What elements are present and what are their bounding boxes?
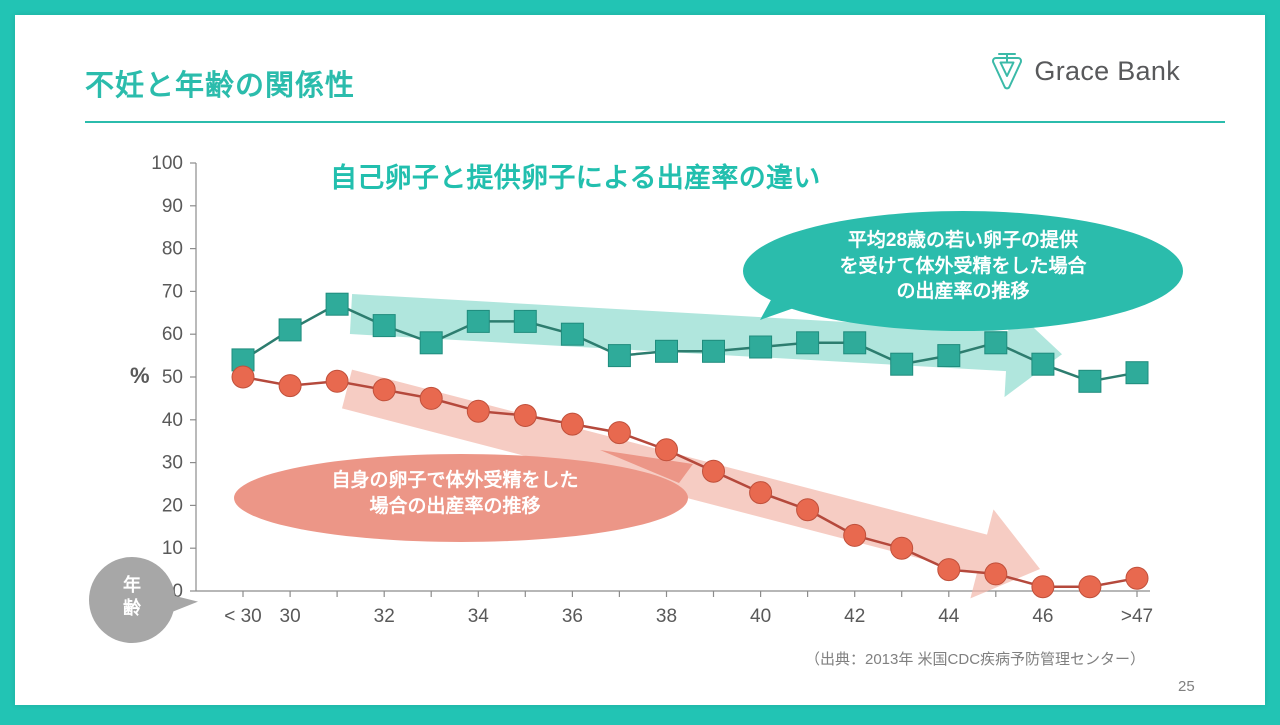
svg-text:46: 46: [1032, 606, 1053, 627]
svg-text:32: 32: [374, 606, 395, 627]
svg-text:40: 40: [162, 410, 183, 431]
svg-text:44: 44: [938, 606, 960, 627]
svg-text:70: 70: [162, 281, 183, 302]
svg-text:20: 20: [162, 495, 183, 516]
svg-text:50: 50: [162, 367, 183, 388]
svg-text:100: 100: [151, 153, 183, 174]
svg-text:38: 38: [656, 606, 677, 627]
svg-text:80: 80: [162, 239, 183, 260]
svg-text:40: 40: [750, 606, 771, 627]
svg-text:36: 36: [562, 606, 583, 627]
svg-text:60: 60: [162, 324, 183, 345]
svg-text:30: 30: [162, 453, 183, 474]
svg-text:42: 42: [844, 606, 865, 627]
svg-text:>47: >47: [1121, 606, 1153, 627]
svg-text:10: 10: [162, 538, 183, 559]
svg-text:90: 90: [162, 196, 183, 217]
svg-text:30: 30: [280, 606, 301, 627]
svg-text:< 30: < 30: [224, 606, 262, 627]
svg-text:34: 34: [468, 606, 490, 627]
